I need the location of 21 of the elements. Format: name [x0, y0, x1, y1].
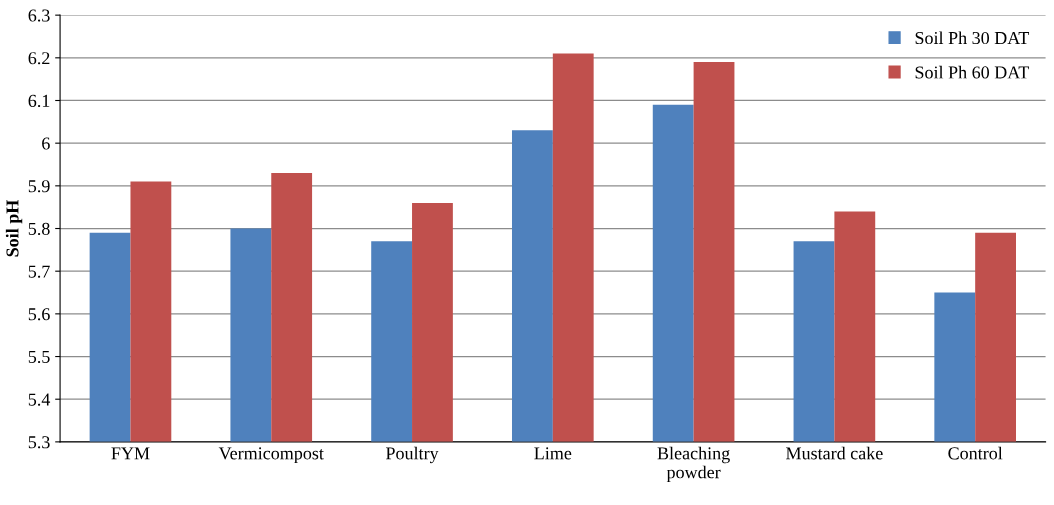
legend-label: Soil Ph 60 DAT [915, 65, 1030, 79]
x-tick-label: FYM [111, 447, 150, 460]
y-tick-label: 5.9 [28, 180, 50, 193]
y-tick-label: 5.4 [28, 393, 51, 406]
x-tick-label: Vermicompost [218, 447, 324, 464]
y-axis-title: Soil pH [5, 199, 23, 257]
y-tick-label: 5.7 [28, 265, 50, 278]
x-tick-label: Bleaching powder [657, 446, 730, 483]
x-tick-label: Mustard cake [786, 446, 883, 460]
x-tick-label: Poultry [385, 446, 439, 464]
y-tick-label: 5.6 [28, 308, 50, 321]
y-tick-label: 6 [42, 137, 50, 150]
y-tick-label: 6.2 [28, 52, 50, 65]
y-tick-label: 5.3 [28, 436, 50, 449]
x-tick-label: Lime [534, 447, 572, 460]
y-tick-label: 5.8 [28, 222, 50, 236]
legend-label: Soil Ph 30 DAT [915, 31, 1030, 45]
x-tick-label: Control [948, 446, 1003, 460]
y-tick-label: 5.5 [28, 350, 50, 364]
y-tick-label: 6.1 [28, 94, 50, 108]
y-tick-label: 6.3 [28, 9, 50, 22]
